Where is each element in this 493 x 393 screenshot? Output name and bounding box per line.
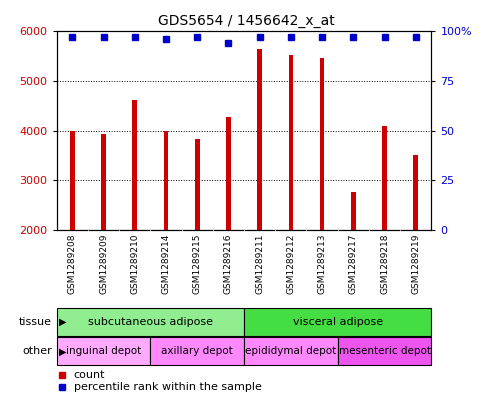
- Text: GSM1289212: GSM1289212: [286, 234, 295, 294]
- Text: GSM1289217: GSM1289217: [349, 234, 358, 294]
- Text: ▶: ▶: [59, 346, 67, 356]
- Bar: [150, 337, 244, 365]
- Bar: [164, 130, 168, 329]
- Text: visceral adipose: visceral adipose: [293, 317, 383, 327]
- Bar: [257, 49, 262, 329]
- Text: GSM1289216: GSM1289216: [224, 234, 233, 294]
- Text: GSM1289211: GSM1289211: [255, 234, 264, 294]
- Text: inguinal depot: inguinal depot: [66, 346, 141, 356]
- Bar: [195, 139, 200, 329]
- Bar: [338, 337, 431, 365]
- Text: count: count: [73, 369, 105, 380]
- Bar: [133, 100, 137, 329]
- Text: other: other: [22, 346, 52, 356]
- Bar: [382, 126, 387, 329]
- Bar: [320, 58, 324, 329]
- Bar: [57, 308, 244, 336]
- Bar: [57, 337, 150, 365]
- Text: GSM1289213: GSM1289213: [317, 234, 326, 294]
- Bar: [101, 134, 106, 329]
- Bar: [351, 192, 355, 329]
- Bar: [288, 55, 293, 329]
- Bar: [70, 130, 74, 329]
- Text: GSM1289208: GSM1289208: [68, 234, 77, 294]
- Text: GSM1289218: GSM1289218: [380, 234, 389, 294]
- Bar: [414, 156, 418, 329]
- Text: GDS5654 / 1456642_x_at: GDS5654 / 1456642_x_at: [158, 14, 335, 28]
- Text: epididymal depot: epididymal depot: [245, 346, 337, 356]
- Bar: [244, 308, 431, 336]
- Text: GSM1289209: GSM1289209: [99, 234, 108, 294]
- Text: axillary depot: axillary depot: [161, 346, 233, 356]
- Text: GSM1289215: GSM1289215: [193, 234, 202, 294]
- Text: GSM1289210: GSM1289210: [130, 234, 139, 294]
- Text: subcutaneous adipose: subcutaneous adipose: [88, 317, 213, 327]
- Bar: [244, 337, 338, 365]
- Text: ▶: ▶: [59, 317, 67, 327]
- Text: mesenteric depot: mesenteric depot: [339, 346, 430, 356]
- Bar: [226, 117, 231, 329]
- Text: percentile rank within the sample: percentile rank within the sample: [73, 382, 261, 392]
- Text: tissue: tissue: [19, 317, 52, 327]
- Text: GSM1289214: GSM1289214: [162, 234, 171, 294]
- Text: GSM1289219: GSM1289219: [411, 234, 420, 294]
